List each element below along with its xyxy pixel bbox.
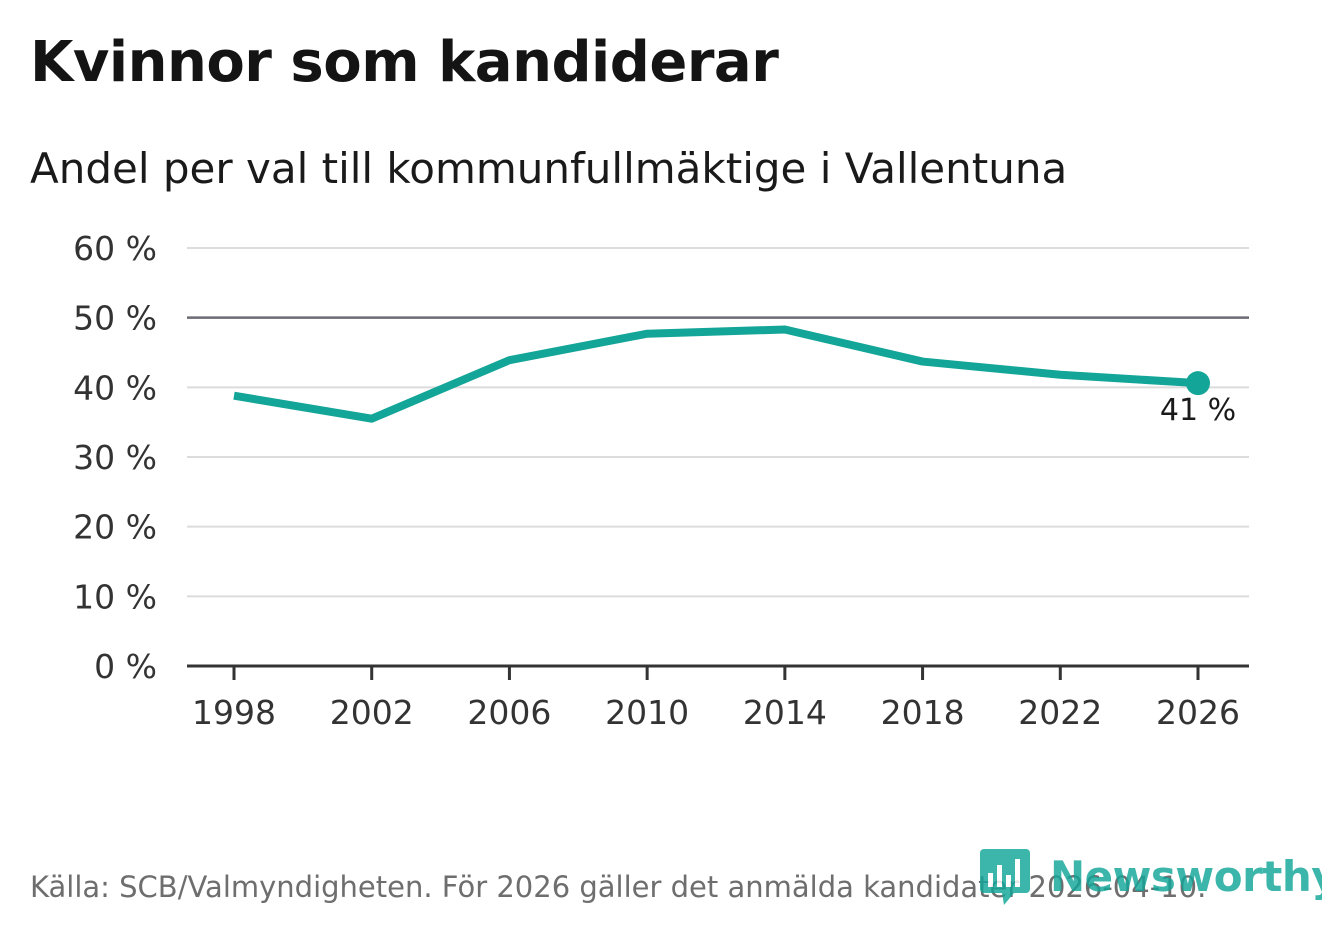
y-tick-label: 20 % — [73, 508, 157, 547]
gridlines — [187, 247, 1249, 598]
series-line — [233, 325, 1199, 423]
x-axis-labels: 1998 2002 2006 2010 2014 2018 2022 2026 — [192, 693, 1240, 732]
y-axis-labels: 0 % 10 % 20 % 30 % 40 % 50 % 60 % — [73, 229, 157, 686]
y-tick-label: 60 % — [73, 229, 157, 268]
x-tick-label: 2014 — [743, 693, 827, 732]
end-value-label: 41 % — [1160, 393, 1236, 428]
x-tick-label: 2026 — [1156, 693, 1240, 732]
x-tick-label: 2018 — [881, 693, 965, 732]
chart-subtitle: Andel per val till kommunfullmäktige i V… — [30, 144, 1068, 193]
brand-name: Newsworthy — [1050, 851, 1322, 901]
y-tick-label: 0 % — [94, 647, 157, 686]
x-tick-label: 2010 — [605, 693, 689, 732]
brand-logo: Newsworthy — [980, 846, 1322, 906]
x-tick-label: 1998 — [192, 693, 276, 732]
x-tick-label: 2022 — [1018, 693, 1102, 732]
end-point-marker — [1186, 371, 1210, 396]
x-tick-label: 2006 — [467, 693, 551, 732]
y-tick-label: 10 % — [73, 577, 157, 616]
series: 41 % — [233, 325, 1236, 428]
line-chart: 0 % 10 % 20 % 30 % 40 % 50 % 60 % 1998 2002 2006… — [73, 229, 1249, 732]
y-tick-label: 30 % — [73, 438, 157, 477]
y-tick-label: 50 % — [73, 299, 157, 338]
y-tick-label: 40 % — [73, 368, 157, 407]
x-axis — [187, 664, 1249, 680]
x-tick-label: 2002 — [330, 693, 414, 732]
chart-title: Kvinnor som kandiderar — [30, 30, 779, 95]
bar-chart-logo-icon — [980, 849, 1030, 905]
